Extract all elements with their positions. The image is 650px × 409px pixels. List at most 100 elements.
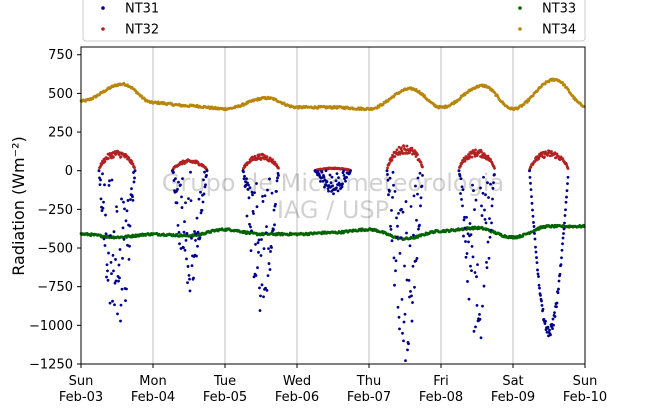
point-nt31: [551, 317, 555, 321]
y-tick-label: −1250: [29, 358, 73, 373]
point-nt31: [473, 208, 476, 212]
point-nt31: [270, 246, 273, 249]
point-nt31: [409, 290, 412, 293]
point-nt31: [189, 199, 193, 203]
point-nt31: [464, 240, 467, 243]
point-nt31: [551, 327, 554, 330]
point-nt31: [402, 320, 406, 324]
point-nt31: [483, 208, 486, 212]
point-nt31: [194, 239, 197, 242]
point-nt33: [521, 234, 525, 238]
point-nt31: [252, 275, 256, 279]
point-nt31: [463, 215, 466, 219]
point-nt31: [557, 287, 560, 291]
point-nt31: [466, 232, 470, 236]
point-nt31: [205, 173, 208, 177]
point-nt31: [105, 263, 109, 267]
point-nt32: [277, 166, 280, 170]
point-nt31: [459, 192, 462, 195]
point-nt31: [112, 230, 116, 234]
point-nt31: [186, 281, 189, 285]
point-nt31: [566, 175, 570, 179]
point-nt31: [412, 194, 416, 198]
point-nt31: [126, 199, 130, 202]
point-nt31: [243, 174, 246, 178]
x-tick-label-day: Fri: [433, 374, 449, 389]
point-nt31: [98, 176, 101, 180]
y-tick-label: −250: [37, 203, 73, 218]
point-nt31: [176, 223, 180, 227]
plot-frame: [80, 46, 586, 365]
point-nt31: [129, 198, 132, 201]
point-nt32: [107, 157, 110, 160]
point-nt31: [465, 215, 468, 219]
point-nt31: [99, 197, 103, 201]
point-nt31: [197, 197, 201, 201]
point-nt31: [193, 230, 196, 233]
point-nt31: [331, 184, 334, 188]
point-nt31: [245, 214, 249, 218]
point-nt31: [190, 236, 193, 240]
point-nt31: [322, 175, 326, 179]
point-nt31: [196, 244, 199, 248]
point-nt31: [261, 200, 265, 203]
point-nt31: [403, 312, 407, 316]
point-nt31: [192, 276, 195, 280]
point-nt31: [459, 177, 463, 181]
point-nt31: [326, 187, 330, 191]
point-nt31: [493, 173, 496, 176]
point-nt31: [420, 184, 424, 188]
point-nt31: [102, 237, 106, 241]
point-nt31: [472, 329, 476, 333]
x-tick-label-date: Feb-07: [347, 390, 391, 405]
point-nt31: [538, 286, 541, 290]
point-nt31: [470, 269, 473, 273]
point-nt31: [251, 209, 255, 213]
x-tick-label-day: Wed: [283, 374, 311, 389]
point-nt31: [121, 256, 124, 260]
point-nt31: [415, 218, 418, 222]
point-nt31: [256, 241, 260, 245]
point-nt31: [528, 175, 532, 179]
point-nt31: [107, 183, 111, 187]
point-nt31: [188, 277, 191, 281]
point-nt31: [181, 177, 184, 181]
point-nt31: [252, 212, 255, 215]
point-nt31: [479, 336, 483, 340]
point-nt31: [535, 256, 538, 259]
point-nt31: [133, 176, 136, 180]
point-nt31: [199, 211, 203, 215]
x-tick-label-day: Thu: [356, 374, 381, 389]
point-nt31: [400, 297, 404, 301]
point-nt31: [478, 312, 481, 316]
point-nt34: [140, 94, 144, 98]
point-nt31: [565, 189, 569, 193]
point-nt32: [265, 155, 269, 159]
point-nt31: [402, 339, 405, 343]
point-nt31: [394, 259, 398, 263]
point-nt31: [182, 246, 185, 250]
point-nt31: [483, 217, 487, 221]
point-nt31: [561, 242, 564, 246]
point-nt31: [418, 223, 421, 227]
point-nt31: [474, 325, 477, 329]
point-nt31: [482, 284, 486, 288]
point-nt31: [390, 208, 393, 212]
point-nt31: [111, 299, 114, 303]
point-nt31: [128, 244, 131, 248]
point-nt31: [125, 209, 129, 213]
point-nt31: [395, 216, 398, 220]
point-nt31: [403, 264, 406, 268]
point-nt31: [265, 225, 268, 229]
x-tick-label-date: Feb-06: [275, 390, 319, 405]
point-nt31: [131, 195, 134, 199]
point-nt31: [203, 185, 207, 189]
point-nt31: [201, 200, 205, 204]
point-nt31: [395, 235, 399, 239]
point-nt31: [274, 202, 277, 206]
point-nt32: [183, 162, 186, 165]
point-nt31: [533, 237, 537, 241]
point-nt31: [253, 191, 256, 195]
point-nt31: [106, 269, 109, 273]
x-tick-label-date: Feb-05: [203, 390, 247, 405]
